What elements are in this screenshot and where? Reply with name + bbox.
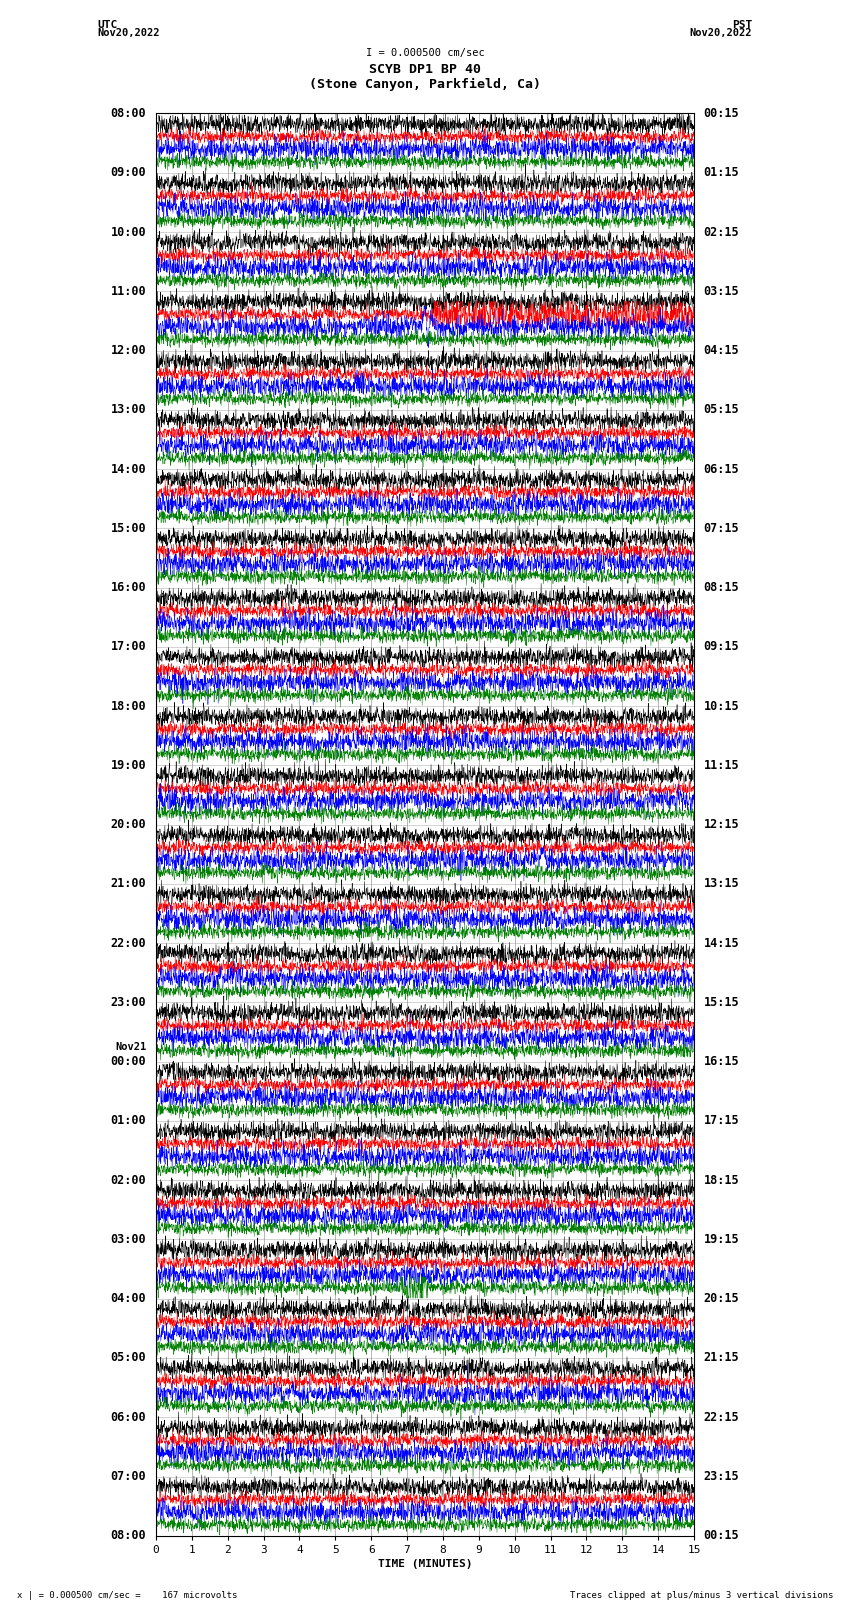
Text: 05:00: 05:00	[110, 1352, 146, 1365]
Text: 09:00: 09:00	[110, 166, 146, 179]
Text: 10:00: 10:00	[110, 226, 146, 239]
Text: 07:00: 07:00	[110, 1469, 146, 1482]
Text: 22:00: 22:00	[110, 937, 146, 950]
Text: 05:15: 05:15	[704, 403, 740, 416]
Text: 16:00: 16:00	[110, 581, 146, 594]
Text: 23:15: 23:15	[704, 1469, 740, 1482]
Text: 07:15: 07:15	[704, 523, 740, 536]
Text: 12:00: 12:00	[110, 344, 146, 356]
Text: 19:00: 19:00	[110, 758, 146, 773]
Text: 06:15: 06:15	[704, 463, 740, 476]
Text: 15:15: 15:15	[704, 995, 740, 1008]
Text: 00:15: 00:15	[704, 106, 740, 119]
Text: 03:15: 03:15	[704, 286, 740, 298]
Text: 10:15: 10:15	[704, 700, 740, 713]
X-axis label: TIME (MINUTES): TIME (MINUTES)	[377, 1560, 473, 1569]
Text: 02:15: 02:15	[704, 226, 740, 239]
Text: 03:00: 03:00	[110, 1232, 146, 1245]
Text: 01:00: 01:00	[110, 1115, 146, 1127]
Text: 11:15: 11:15	[704, 758, 740, 773]
Title: SCYB DP1 BP 40
(Stone Canyon, Parkfield, Ca): SCYB DP1 BP 40 (Stone Canyon, Parkfield,…	[309, 63, 541, 92]
Text: 04:00: 04:00	[110, 1292, 146, 1305]
Text: 22:15: 22:15	[704, 1411, 740, 1424]
Text: 13:00: 13:00	[110, 403, 146, 416]
Text: 08:15: 08:15	[704, 581, 740, 594]
Text: Nov20,2022: Nov20,2022	[689, 29, 752, 39]
Text: 23:00: 23:00	[110, 995, 146, 1008]
Text: 00:15: 00:15	[704, 1529, 740, 1542]
Text: 19:15: 19:15	[704, 1232, 740, 1245]
Text: 13:15: 13:15	[704, 877, 740, 890]
Text: 14:00: 14:00	[110, 463, 146, 476]
Text: PST: PST	[732, 19, 752, 31]
Text: 09:15: 09:15	[704, 640, 740, 653]
Text: 12:15: 12:15	[704, 818, 740, 831]
Text: 08:00: 08:00	[110, 1529, 146, 1542]
Text: Nov21: Nov21	[115, 1042, 146, 1052]
Text: 20:15: 20:15	[704, 1292, 740, 1305]
Text: 04:15: 04:15	[704, 344, 740, 356]
Text: 17:00: 17:00	[110, 640, 146, 653]
Text: 08:00: 08:00	[110, 106, 146, 119]
Text: I = 0.000500 cm/sec: I = 0.000500 cm/sec	[366, 47, 484, 58]
Text: 01:15: 01:15	[704, 166, 740, 179]
Text: 18:00: 18:00	[110, 700, 146, 713]
Text: x | = 0.000500 cm/sec =    167 microvolts: x | = 0.000500 cm/sec = 167 microvolts	[17, 1590, 237, 1600]
Text: 16:15: 16:15	[704, 1055, 740, 1068]
Text: UTC: UTC	[98, 19, 118, 31]
Text: 00:00: 00:00	[110, 1055, 146, 1068]
Text: 21:15: 21:15	[704, 1352, 740, 1365]
Text: 18:15: 18:15	[704, 1174, 740, 1187]
Text: Traces clipped at plus/minus 3 vertical divisions: Traces clipped at plus/minus 3 vertical …	[570, 1590, 833, 1600]
Text: Nov20,2022: Nov20,2022	[98, 29, 161, 39]
Text: 14:15: 14:15	[704, 937, 740, 950]
Text: 02:00: 02:00	[110, 1174, 146, 1187]
Text: 21:00: 21:00	[110, 877, 146, 890]
Text: 17:15: 17:15	[704, 1115, 740, 1127]
Text: 11:00: 11:00	[110, 286, 146, 298]
Text: 20:00: 20:00	[110, 818, 146, 831]
Text: 06:00: 06:00	[110, 1411, 146, 1424]
Text: 15:00: 15:00	[110, 523, 146, 536]
